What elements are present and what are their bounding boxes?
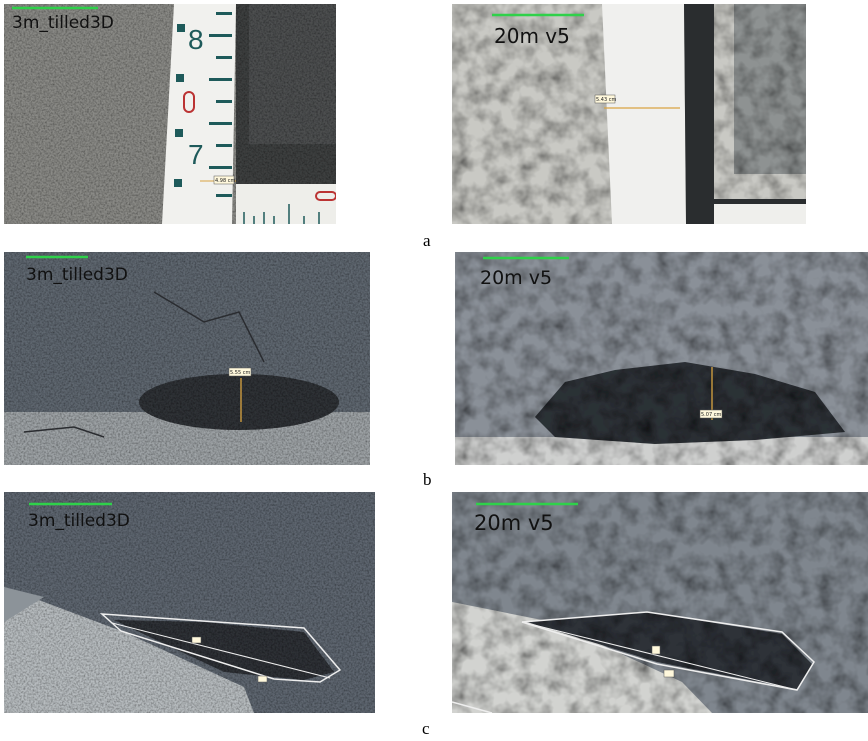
measurement-label: 4.98 cm [215,178,235,184]
panel-title: 3m_tilled3D [28,511,130,531]
panel-title: 20m v5 [494,24,570,48]
measurement-label: 5.07 cm [701,412,721,418]
svg-text:8: 8 [188,24,204,55]
measurement-label: 5.43 cm [596,97,616,103]
photo-panel: 5.07 cm 20m v5 [455,252,868,465]
panel-title: 3m_tilled3D [12,13,114,33]
row-label: c [422,719,430,739]
panel-title: 20m v5 [480,267,552,289]
photo-panel: 8 7 4.98 cm 3m_tilled3D [4,4,336,224]
photo-panel: 20m v5 [452,492,868,713]
row-label: b [423,470,432,490]
figure: 8 7 4.98 cm 3m_tilled3D 5.43 cm 20m v5 a… [0,0,868,741]
svg-text:7: 7 [188,139,204,170]
photo-panel: 5.55 cm 3m_tilled3D [4,252,370,465]
panel-title: 20m v5 [474,511,554,535]
panel-title: 3m_tilled3D [26,265,128,285]
row-label: a [423,231,431,251]
photo-panel: 5.43 cm 20m v5 [452,4,806,224]
photo-panel: 3m_tilled3D [4,492,375,713]
measurement-label: 5.55 cm [230,370,250,376]
